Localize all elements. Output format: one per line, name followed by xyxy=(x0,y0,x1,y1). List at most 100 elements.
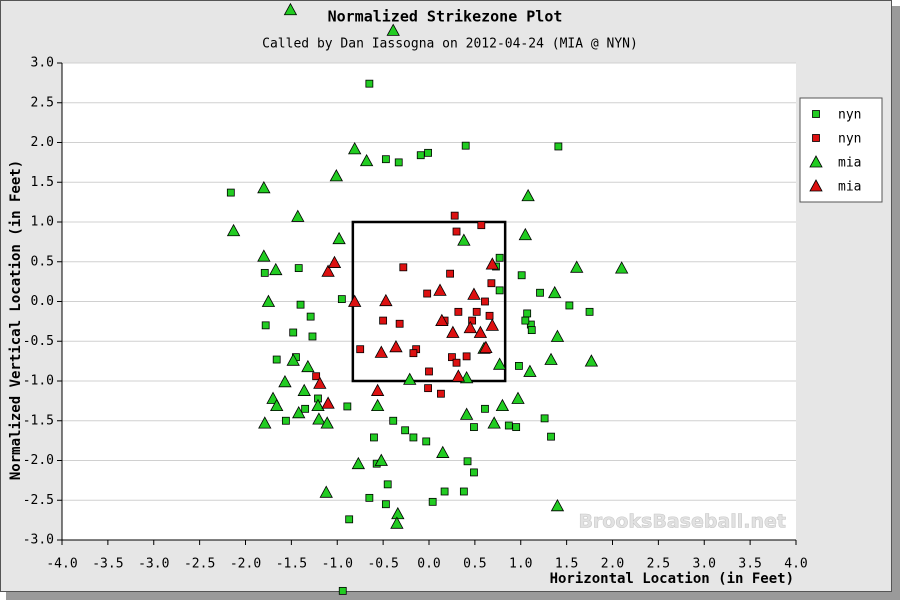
point xyxy=(433,283,447,296)
point xyxy=(544,352,558,365)
x-tick-label: -2.0 xyxy=(230,557,261,572)
point xyxy=(461,141,470,150)
point xyxy=(470,423,478,432)
point xyxy=(454,307,463,316)
y-tick-label: -3.0 xyxy=(23,533,54,548)
point xyxy=(416,151,425,160)
point xyxy=(479,340,493,354)
point xyxy=(370,398,385,412)
point xyxy=(485,257,499,270)
point xyxy=(550,329,565,342)
point xyxy=(261,321,270,330)
point xyxy=(278,374,292,388)
x-axis-title: Horizontal Location (in Feet) xyxy=(550,571,794,587)
point xyxy=(521,188,535,202)
legend-label: nyn xyxy=(838,108,861,123)
point xyxy=(301,404,310,413)
point xyxy=(257,249,271,262)
legend-label: mia xyxy=(838,156,861,171)
point xyxy=(351,456,366,470)
point xyxy=(481,404,489,413)
point xyxy=(257,180,271,194)
point xyxy=(312,412,326,425)
point xyxy=(348,142,362,155)
x-tick-label: 0.5 xyxy=(463,557,486,572)
point xyxy=(485,318,499,331)
point xyxy=(292,405,306,419)
point xyxy=(294,264,303,273)
x-tick-label: -2.5 xyxy=(184,557,215,572)
point xyxy=(329,169,344,182)
point xyxy=(313,376,327,389)
point xyxy=(452,227,461,236)
x-tick-label: 0.0 xyxy=(417,557,440,572)
x-tick-label: -3.5 xyxy=(92,557,123,572)
x-tick-label: 2.5 xyxy=(647,557,670,572)
point xyxy=(511,391,525,404)
point xyxy=(297,383,311,396)
point xyxy=(467,287,481,300)
point xyxy=(463,457,472,466)
point xyxy=(343,402,352,411)
point xyxy=(428,497,437,506)
point xyxy=(512,423,521,432)
point xyxy=(386,23,400,36)
y-tick-label: -2.5 xyxy=(23,493,54,508)
y-tick-label: 2.0 xyxy=(31,135,54,150)
point xyxy=(457,233,471,246)
point xyxy=(327,255,342,268)
point xyxy=(459,407,474,420)
y-tick-label: -0.5 xyxy=(23,334,54,349)
y-tick-label: -1.0 xyxy=(23,374,54,389)
point xyxy=(370,383,385,396)
point xyxy=(536,288,544,297)
point xyxy=(356,345,365,354)
point xyxy=(383,480,392,489)
point xyxy=(272,355,281,364)
point xyxy=(390,516,404,529)
point xyxy=(399,263,408,272)
point xyxy=(550,498,565,512)
point xyxy=(308,332,317,341)
point xyxy=(424,148,432,157)
point xyxy=(319,485,333,498)
legend-marker xyxy=(812,110,820,118)
point xyxy=(423,289,432,298)
point xyxy=(446,269,455,278)
x-tick-label: 3.0 xyxy=(693,557,716,572)
point xyxy=(321,264,335,277)
point xyxy=(226,188,235,197)
y-axis-title: Normalized Vertical Location (in Feet) xyxy=(8,160,24,480)
point xyxy=(470,468,478,477)
point xyxy=(320,416,334,429)
point xyxy=(570,260,584,273)
point xyxy=(547,432,555,441)
y-tick-label: 0.5 xyxy=(31,254,54,269)
point xyxy=(389,416,398,425)
point xyxy=(437,389,445,398)
x-tick-label: -1.0 xyxy=(322,557,353,572)
point xyxy=(381,500,390,509)
point xyxy=(260,268,269,277)
point xyxy=(473,325,488,338)
point xyxy=(459,487,468,496)
point xyxy=(348,294,362,307)
x-tick-label: 1.0 xyxy=(509,557,532,572)
point xyxy=(440,487,449,496)
point xyxy=(615,261,629,274)
point xyxy=(485,311,494,320)
y-tick-label: 1.0 xyxy=(31,215,54,230)
point xyxy=(487,416,501,429)
point xyxy=(379,293,393,307)
point xyxy=(409,433,418,442)
point xyxy=(338,586,347,595)
point xyxy=(425,367,433,376)
point xyxy=(409,349,418,358)
point xyxy=(495,398,510,412)
point xyxy=(527,326,536,335)
point xyxy=(518,227,533,241)
x-tick-label: 1.5 xyxy=(555,557,578,572)
point xyxy=(296,300,305,309)
